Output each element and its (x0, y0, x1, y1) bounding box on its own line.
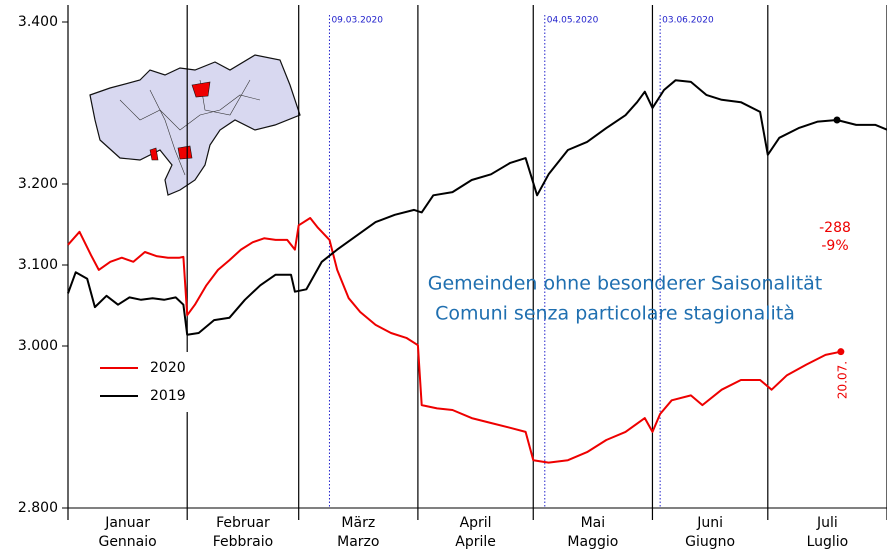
month-label: Juli (816, 515, 838, 531)
month-label: Juni (696, 515, 723, 531)
month-label: Febbraio (213, 534, 273, 550)
series-line (67, 217, 842, 464)
month-label: Gennaio (98, 534, 156, 550)
event-label: 09.03.2020 (331, 16, 383, 26)
y-tick-label: 3.200 (18, 176, 58, 192)
month-label: Giugno (685, 534, 735, 550)
event-label: 03.06.2020 (662, 16, 714, 26)
y-tick-label: 3.100 (18, 257, 58, 273)
annotation: -9% (821, 238, 848, 254)
subtitle: Gemeinden ohne besonderer Saisonalität (428, 273, 823, 295)
end-point (837, 348, 845, 356)
month-label: Maggio (567, 534, 618, 550)
month-label: Aprile (455, 534, 496, 550)
subtitle: Comuni senza particolare stagionalità (435, 303, 795, 325)
month-label: April (460, 515, 492, 531)
legend-box (85, 352, 195, 412)
month-label: Februar (216, 515, 270, 531)
end-date-label: 20.07. (836, 361, 850, 399)
month-label: Marzo (337, 534, 379, 550)
compare-point (833, 116, 841, 124)
axes: 2.800 3.000 3.100 3.200 3.400 Januar Gennaio Fe… (18, 5, 887, 550)
event-label: 04.05.2020 (547, 16, 599, 26)
map-inset (89, 54, 301, 196)
y-tick-label: 3.000 (18, 338, 58, 354)
annotation: -288 (819, 220, 851, 236)
y-tick-label: 2.800 (18, 500, 58, 516)
month-label: Mai (581, 515, 606, 531)
legend-label: 2020 (150, 360, 186, 376)
month-label: März (341, 515, 375, 531)
month-label: Luglio (807, 534, 849, 550)
y-tick-label: 3.400 (18, 14, 58, 30)
series-line (67, 79, 887, 336)
month-label: Januar (104, 515, 150, 531)
legend-label: 2019 (150, 388, 186, 404)
